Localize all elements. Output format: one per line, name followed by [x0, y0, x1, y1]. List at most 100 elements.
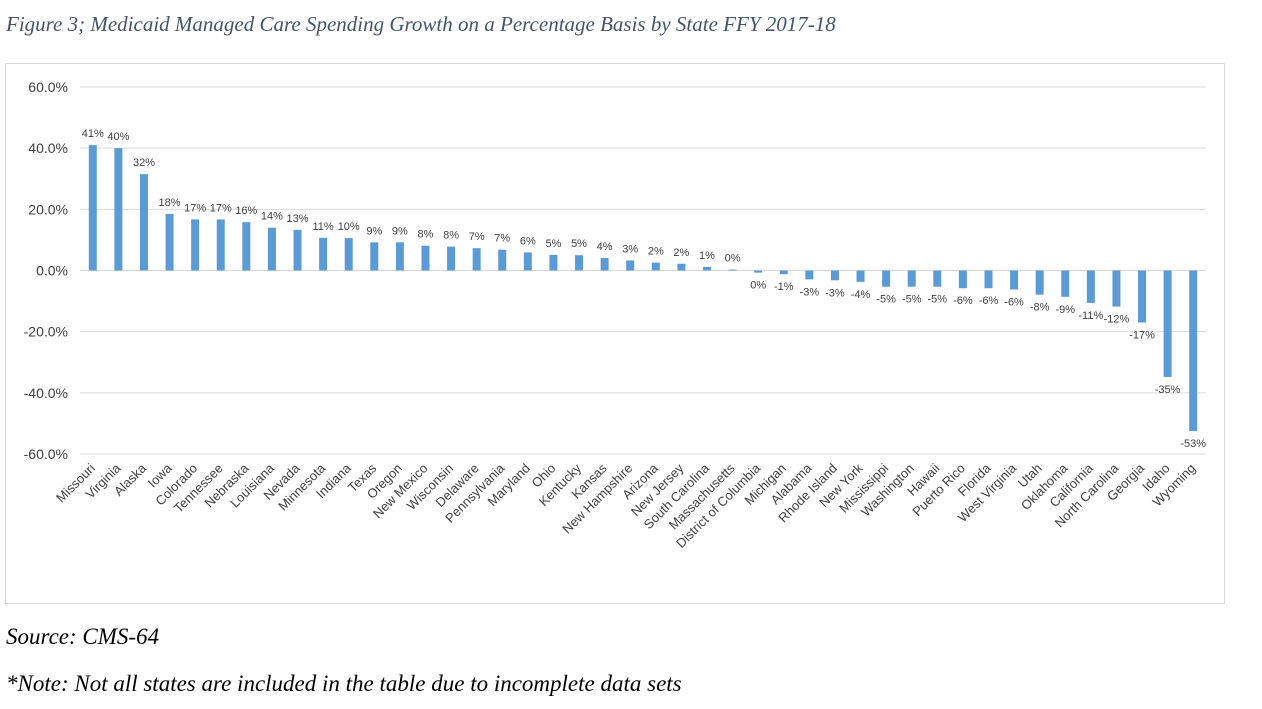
data-label: 10% — [338, 221, 360, 233]
y-tick-label: -60.0% — [24, 446, 68, 462]
bar-pennsylvania — [498, 249, 507, 271]
bar-hawaii — [933, 270, 942, 287]
data-label: 14% — [261, 211, 283, 223]
data-label: -6% — [953, 295, 973, 307]
chart-frame: 60.0% 40.0% 20.0% 0.0% -20.0% -40.0% -60.0% 41… — [5, 63, 1225, 604]
data-label: 9% — [392, 225, 408, 237]
bar-kansas — [600, 257, 609, 271]
y-axis-ticks: 60.0% 40.0% 20.0% 0.0% -20.0% -40.0% -60.0% — [24, 79, 68, 462]
y-tick-label: -20.0% — [24, 324, 68, 340]
data-label: 40% — [107, 131, 129, 143]
footnote: *Note: Not all states are included in th… — [6, 671, 682, 696]
y-tick-label: 60.0% — [28, 79, 68, 95]
bars — [88, 145, 1198, 432]
data-label: -3% — [800, 286, 820, 298]
data-label: 4% — [597, 241, 613, 253]
gridlines — [80, 86, 1206, 455]
data-label: -1% — [774, 281, 794, 293]
data-label: -17% — [1129, 329, 1155, 341]
bar-texas — [370, 242, 379, 271]
source-note: Source: CMS-64 — [6, 624, 160, 649]
data-label: -3% — [825, 287, 845, 299]
data-label: 0% — [725, 253, 741, 265]
data-label: -12% — [1104, 314, 1130, 326]
figure-title: Figure 3; Medicaid Managed Care Spending… — [6, 12, 836, 36]
bar-arizona — [651, 262, 660, 271]
bar-new-york — [856, 270, 865, 282]
bar-district-of-columbia — [754, 270, 763, 273]
bar-west-virginia — [1010, 270, 1019, 290]
data-label: 18% — [159, 197, 181, 209]
data-label: 1% — [699, 250, 715, 262]
bar-florida — [984, 270, 993, 289]
bar-chart: 60.0% 40.0% 20.0% 0.0% -20.0% -40.0% -60.0% 41… — [24, 79, 1207, 551]
bar-delaware — [472, 248, 481, 271]
data-label: 8% — [418, 229, 434, 241]
bar-ohio — [549, 254, 558, 271]
bar-louisiana — [267, 227, 276, 271]
data-label: -53% — [1180, 438, 1206, 450]
bar-wyoming — [1189, 270, 1198, 432]
bar-georgia — [1138, 270, 1147, 323]
data-label: 3% — [622, 243, 638, 255]
y-tick-label: -40.0% — [24, 385, 68, 401]
data-label: -5% — [902, 294, 922, 306]
bar-massachusetts — [728, 269, 737, 271]
data-label: 8% — [443, 230, 459, 242]
data-label: 41% — [82, 128, 104, 140]
bar-alaska — [139, 174, 148, 271]
data-label: 9% — [366, 225, 382, 237]
data-label: -35% — [1155, 384, 1181, 396]
bar-kentucky — [575, 255, 584, 271]
bar-puerto-rico — [958, 270, 967, 289]
data-label: -5% — [876, 294, 896, 306]
bar-alabama — [805, 270, 814, 280]
bar-new-jersey — [677, 263, 686, 271]
bar-idaho — [1163, 270, 1172, 377]
data-label: 17% — [184, 202, 206, 214]
data-label: 5% — [571, 238, 587, 250]
data-label: 13% — [287, 213, 309, 225]
data-label: -4% — [851, 289, 871, 301]
data-label: -9% — [1055, 304, 1075, 316]
data-label: -6% — [979, 295, 999, 307]
y-tick-label: 20.0% — [28, 201, 68, 217]
data-label: 11% — [313, 221, 334, 233]
y-tick-label: 0.0% — [36, 263, 68, 279]
bar-mississippi — [882, 270, 891, 287]
bar-new-hampshire — [626, 260, 635, 271]
data-labels: 41% 40%32%18% 17% 17% 16% 14% 13%11% 10% 9% 9% 8% 8… — [82, 128, 1206, 450]
bar-new-mexico — [421, 245, 430, 271]
data-label: 7% — [494, 233, 510, 245]
data-label: 2% — [648, 246, 664, 258]
bar-michigan — [779, 270, 788, 275]
bar-minnesota — [319, 237, 328, 271]
y-tick-label: 40.0% — [28, 140, 68, 156]
bar-colorado — [191, 219, 200, 271]
bar-washington — [907, 270, 916, 287]
bar-nebraska — [242, 222, 251, 271]
bar-indiana — [344, 238, 353, 271]
data-label: -6% — [1004, 296, 1024, 308]
data-label: -5% — [928, 294, 948, 306]
bar-california — [1086, 270, 1095, 303]
bar-nevada — [293, 229, 302, 271]
bar-rhode-island — [830, 270, 839, 281]
bar-oklahoma — [1061, 270, 1070, 297]
bar-missouri — [88, 145, 97, 271]
data-label: 16% — [235, 205, 257, 217]
data-label: 32% — [133, 157, 155, 169]
bar-north-carolina — [1112, 270, 1121, 307]
bar-utah — [1035, 270, 1044, 295]
bar-south-carolina — [702, 266, 711, 271]
data-label: 6% — [520, 235, 536, 247]
data-label: -8% — [1030, 302, 1050, 314]
bar-iowa — [165, 213, 174, 271]
x-axis-labels: MissouriVirginiaAlaskaIowaColoradoTennes… — [53, 460, 1198, 551]
data-label: -11% — [1078, 310, 1103, 322]
data-label: 5% — [545, 238, 561, 250]
bar-virginia — [114, 148, 123, 271]
data-label: 17% — [210, 202, 232, 214]
data-label: 7% — [469, 231, 485, 243]
data-label: 2% — [673, 247, 689, 259]
